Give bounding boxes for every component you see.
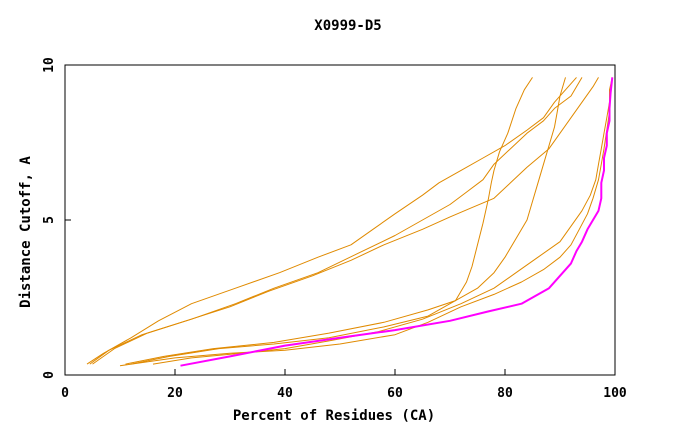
x-axis-label: Percent of Residues (CA) bbox=[233, 408, 435, 424]
x-tick-label: 80 bbox=[497, 386, 513, 401]
chart-title: X0999-D5 bbox=[314, 18, 381, 34]
y-tick-label: 10 bbox=[42, 57, 57, 73]
x-tick-label: 100 bbox=[603, 386, 627, 401]
y-tick-label: 5 bbox=[42, 216, 57, 224]
plot-frame bbox=[64, 64, 616, 376]
y-axis-label: Distance Cutoff, A bbox=[18, 156, 34, 308]
series-line-2 bbox=[92, 77, 583, 365]
x-tick-label: 60 bbox=[387, 386, 403, 401]
plot-series bbox=[86, 77, 614, 367]
x-tick-label: 40 bbox=[277, 386, 293, 401]
series-line-1 bbox=[89, 77, 599, 365]
highlight-series-line bbox=[180, 77, 614, 367]
series-line-4 bbox=[125, 77, 533, 365]
series-line-3 bbox=[86, 77, 577, 365]
x-tick-label: 20 bbox=[167, 386, 183, 401]
series-line-7 bbox=[119, 77, 613, 367]
axis-ticks: 0 20 40 60 80 100 0 5 10 bbox=[42, 57, 627, 401]
series-line-5 bbox=[130, 77, 566, 365]
series-line-6 bbox=[152, 77, 613, 365]
y-tick-label: 0 bbox=[42, 371, 57, 379]
x-tick-label: 0 bbox=[61, 386, 69, 401]
